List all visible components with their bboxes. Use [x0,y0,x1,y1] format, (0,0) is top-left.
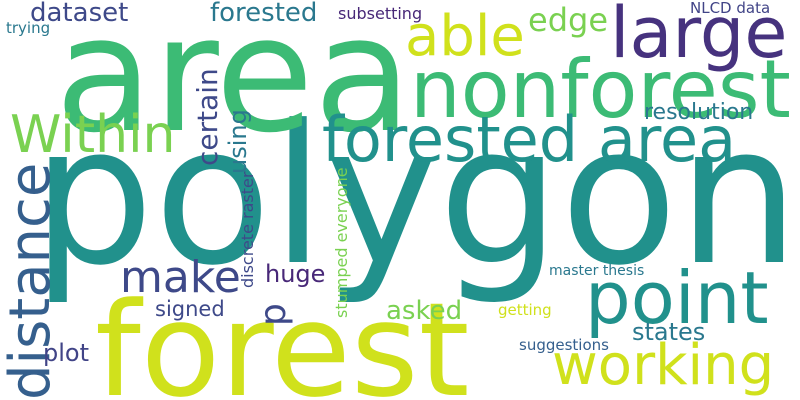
word-area: area [55,0,412,168]
word-point: point [585,256,769,340]
word-p: p [253,303,294,326]
word-states: states [632,318,706,346]
word-polygon: polygon [32,85,800,308]
word-large: large [610,0,788,74]
word-trying: trying [6,19,51,37]
word-dataset: dataset [30,0,129,28]
word-able: able [405,4,525,69]
word-using: using [224,109,252,174]
word-plot: plot [43,339,89,367]
word-stumped-everyone: stumped everyone [332,167,351,318]
word-forested-area: forested area [322,103,737,176]
word-resolution: resolution [644,100,754,125]
word-nonforest: nonforest [410,43,791,136]
word-huge: huge [265,260,326,288]
word-subsetting: subsetting [338,4,423,23]
word-forested: forested [210,0,318,28]
word-working: working [552,333,775,398]
word-nlcd-data: NLCD data [690,0,771,17]
word-certain: certain [191,68,224,166]
word-edge: edge [528,1,608,39]
word-suggestions: suggestions [519,336,609,354]
word-forest: forest [95,274,470,400]
word-asked: asked [386,296,463,326]
word-signed: signed [155,297,225,321]
word-discrete-raster: discrete raster [238,171,257,288]
word-make: make [120,252,241,303]
word-master-thesis: master thesis [549,263,645,279]
word-getting: getting [498,301,552,319]
word-within: Within [10,105,176,165]
